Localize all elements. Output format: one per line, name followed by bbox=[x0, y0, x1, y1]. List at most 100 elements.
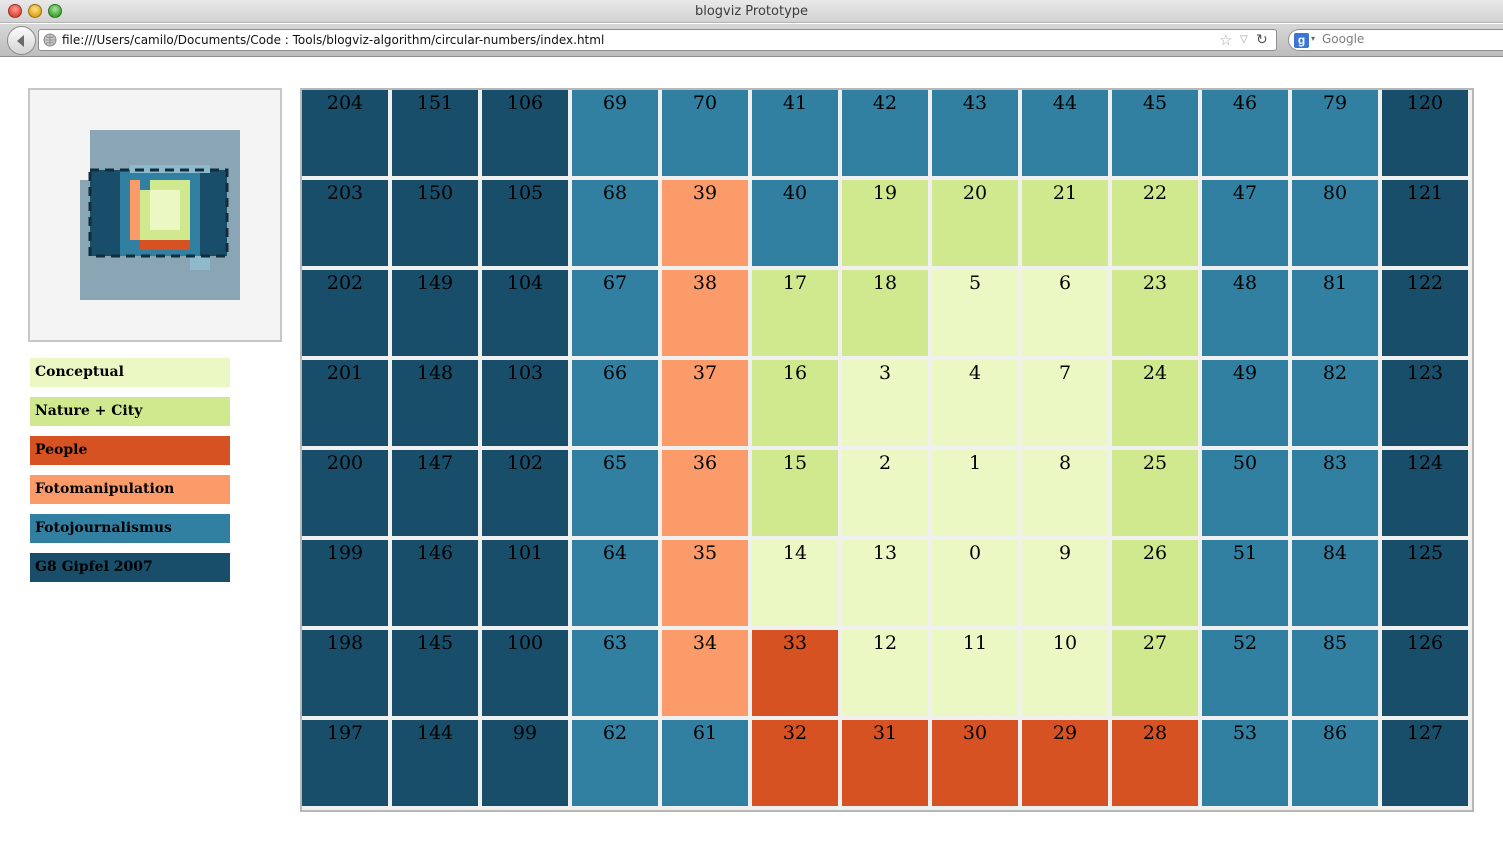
grid-cell[interactable]: 31 bbox=[842, 720, 928, 806]
grid-cell[interactable]: 83 bbox=[1292, 450, 1378, 536]
grid-cell[interactable]: 120 bbox=[1382, 90, 1468, 176]
grid-cell[interactable]: 121 bbox=[1382, 180, 1468, 266]
grid-cell[interactable]: 23 bbox=[1112, 270, 1198, 356]
grid-cell[interactable]: 62 bbox=[572, 720, 658, 806]
legend-item-fotojournalismus[interactable]: Fotojournalismus bbox=[30, 514, 230, 543]
grid-cell[interactable]: 50 bbox=[1202, 450, 1288, 536]
grid-cell[interactable]: 36 bbox=[662, 450, 748, 536]
grid-cell[interactable]: 40 bbox=[752, 180, 838, 266]
legend-item-conceptual[interactable]: Conceptual bbox=[30, 358, 230, 387]
grid-cell[interactable]: 18 bbox=[842, 270, 928, 356]
grid-cell[interactable]: 19 bbox=[842, 180, 928, 266]
back-button[interactable] bbox=[7, 26, 36, 55]
grid-cell[interactable]: 46 bbox=[1202, 90, 1288, 176]
grid-cell[interactable]: 125 bbox=[1382, 540, 1468, 626]
grid-cell[interactable]: 7 bbox=[1022, 360, 1108, 446]
grid-cell[interactable]: 146 bbox=[392, 540, 478, 626]
grid-cell[interactable]: 148 bbox=[392, 360, 478, 446]
grid-cell[interactable]: 145 bbox=[392, 630, 478, 716]
grid-cell[interactable]: 80 bbox=[1292, 180, 1378, 266]
grid-cell[interactable]: 101 bbox=[482, 540, 568, 626]
minimize-window-button[interactable] bbox=[28, 4, 42, 18]
grid-cell[interactable]: 65 bbox=[572, 450, 658, 536]
grid-cell[interactable]: 202 bbox=[302, 270, 388, 356]
grid-cell[interactable]: 48 bbox=[1202, 270, 1288, 356]
grid-cell[interactable]: 43 bbox=[932, 90, 1018, 176]
grid-cell[interactable]: 34 bbox=[662, 630, 748, 716]
grid-cell[interactable]: 25 bbox=[1112, 450, 1198, 536]
grid-cell[interactable]: 81 bbox=[1292, 270, 1378, 356]
legend-item-people[interactable]: People bbox=[30, 436, 230, 465]
grid-cell[interactable]: 198 bbox=[302, 630, 388, 716]
grid-cell[interactable]: 104 bbox=[482, 270, 568, 356]
grid-cell[interactable]: 9 bbox=[1022, 540, 1108, 626]
grid-cell[interactable]: 11 bbox=[932, 630, 1018, 716]
grid-cell[interactable]: 10 bbox=[1022, 630, 1108, 716]
google-icon[interactable]: g bbox=[1294, 33, 1309, 48]
grid-cell[interactable]: 33 bbox=[752, 630, 838, 716]
grid-cell[interactable]: 82 bbox=[1292, 360, 1378, 446]
grid-cell[interactable]: 44 bbox=[1022, 90, 1108, 176]
grid-cell[interactable]: 105 bbox=[482, 180, 568, 266]
grid-cell[interactable]: 47 bbox=[1202, 180, 1288, 266]
grid-cell[interactable]: 20 bbox=[932, 180, 1018, 266]
grid-cell[interactable]: 63 bbox=[572, 630, 658, 716]
grid-cell[interactable]: 13 bbox=[842, 540, 928, 626]
grid-cell[interactable]: 69 bbox=[572, 90, 658, 176]
grid-cell[interactable]: 103 bbox=[482, 360, 568, 446]
grid-cell[interactable]: 106 bbox=[482, 90, 568, 176]
grid-cell[interactable]: 52 bbox=[1202, 630, 1288, 716]
grid-cell[interactable]: 124 bbox=[1382, 450, 1468, 536]
search-bar[interactable]: g ▾ bbox=[1288, 29, 1503, 51]
grid-cell[interactable]: 30 bbox=[932, 720, 1018, 806]
grid-cell[interactable]: 37 bbox=[662, 360, 748, 446]
search-engine-dropdown-icon[interactable]: ▾ bbox=[1311, 34, 1316, 43]
grid-cell[interactable]: 42 bbox=[842, 90, 928, 176]
grid-cell[interactable]: 17 bbox=[752, 270, 838, 356]
grid-cell[interactable]: 70 bbox=[662, 90, 748, 176]
grid-cell[interactable]: 100 bbox=[482, 630, 568, 716]
grid-cell[interactable]: 200 bbox=[302, 450, 388, 536]
grid-cell[interactable]: 51 bbox=[1202, 540, 1288, 626]
grid-cell[interactable]: 21 bbox=[1022, 180, 1108, 266]
grid-cell[interactable]: 99 bbox=[482, 720, 568, 806]
zoom-window-button[interactable] bbox=[48, 4, 62, 18]
grid-cell[interactable]: 16 bbox=[752, 360, 838, 446]
grid-cell[interactable]: 64 bbox=[572, 540, 658, 626]
grid-cell[interactable]: 39 bbox=[662, 180, 748, 266]
grid-cell[interactable]: 126 bbox=[1382, 630, 1468, 716]
grid-cell[interactable]: 147 bbox=[392, 450, 478, 536]
grid-cell[interactable]: 24 bbox=[1112, 360, 1198, 446]
grid-cell[interactable]: 0 bbox=[932, 540, 1018, 626]
grid-cell[interactable]: 27 bbox=[1112, 630, 1198, 716]
grid-cell[interactable]: 86 bbox=[1292, 720, 1378, 806]
grid-cell[interactable]: 41 bbox=[752, 90, 838, 176]
legend-item-fotomanipulation[interactable]: Fotomanipulation bbox=[30, 475, 230, 504]
address-bar[interactable]: file:///Users/camilo/Documents/Code : To… bbox=[38, 29, 1277, 51]
grid-cell[interactable]: 15 bbox=[752, 450, 838, 536]
dropdown-arrow-icon[interactable]: ▽ bbox=[1240, 34, 1248, 45]
grid-cell[interactable]: 151 bbox=[392, 90, 478, 176]
grid-cell[interactable]: 3 bbox=[842, 360, 928, 446]
grid-cell[interactable]: 14 bbox=[752, 540, 838, 626]
grid-cell[interactable]: 84 bbox=[1292, 540, 1378, 626]
grid-cell[interactable]: 8 bbox=[1022, 450, 1108, 536]
grid-cell[interactable]: 66 bbox=[572, 360, 658, 446]
url-text[interactable]: file:///Users/camilo/Documents/Code : To… bbox=[62, 33, 605, 47]
grid-cell[interactable]: 6 bbox=[1022, 270, 1108, 356]
grid-cell[interactable]: 53 bbox=[1202, 720, 1288, 806]
legend-item-g8-gipfel[interactable]: G8 Gipfel 2007 bbox=[30, 553, 230, 582]
grid-cell[interactable]: 35 bbox=[662, 540, 748, 626]
grid-cell[interactable]: 123 bbox=[1382, 360, 1468, 446]
reload-icon[interactable]: ↻ bbox=[1256, 32, 1268, 48]
grid-cell[interactable]: 45 bbox=[1112, 90, 1198, 176]
grid-cell[interactable]: 122 bbox=[1382, 270, 1468, 356]
grid-cell[interactable]: 29 bbox=[1022, 720, 1108, 806]
grid-cell[interactable]: 26 bbox=[1112, 540, 1198, 626]
grid-cell[interactable]: 149 bbox=[392, 270, 478, 356]
grid-cell[interactable]: 79 bbox=[1292, 90, 1378, 176]
grid-cell[interactable]: 85 bbox=[1292, 630, 1378, 716]
grid-cell[interactable]: 2 bbox=[842, 450, 928, 536]
grid-cell[interactable]: 150 bbox=[392, 180, 478, 266]
grid-cell[interactable]: 204 bbox=[302, 90, 388, 176]
